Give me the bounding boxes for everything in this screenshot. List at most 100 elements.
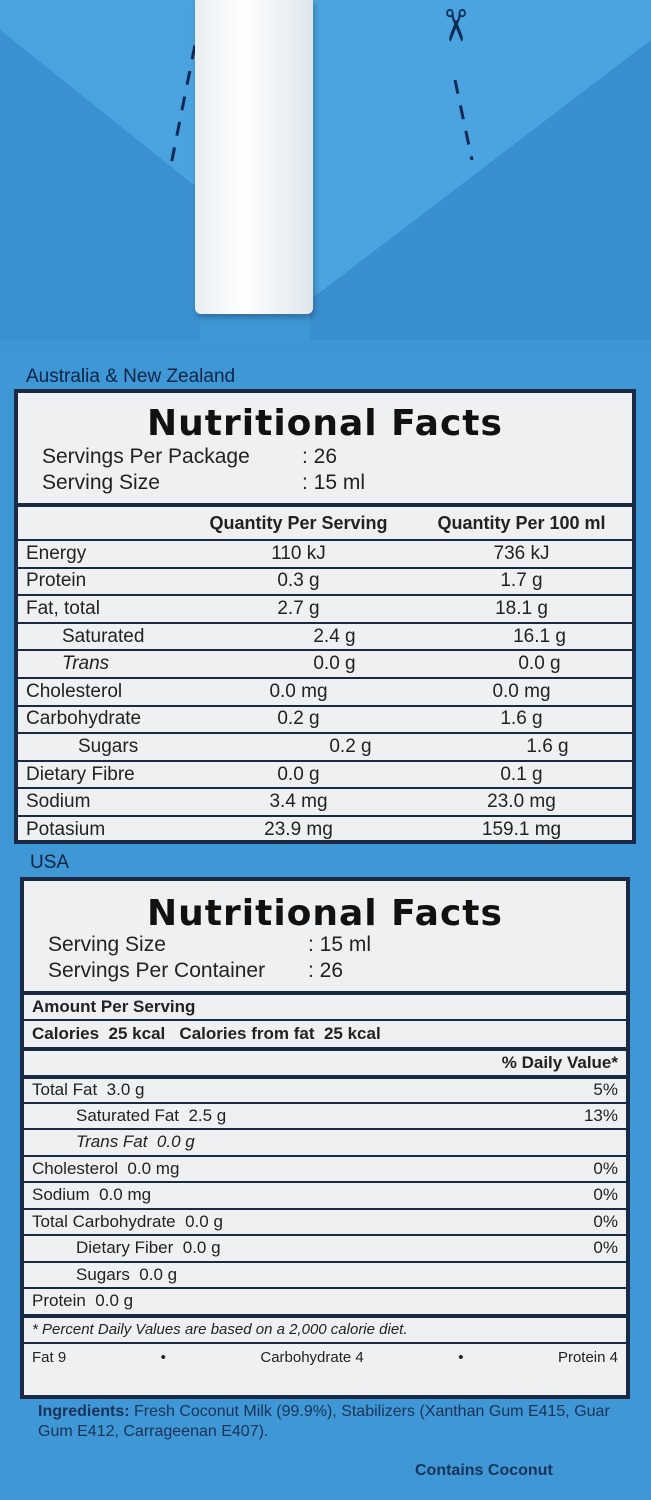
scissors-icon: ✂ [429,7,480,44]
usa-table-row: Total Carbohydrate 0.0 g 0% [24,1208,626,1235]
usa-cal-protein: Protein 4 [558,1349,618,1366]
anz-per-100ml-value: 1.6 g [411,708,632,730]
anz-nutrient-name: Potasium [18,819,186,841]
usa-footnote: * Percent Daily Values are based on a 2,… [32,1321,618,1338]
usa-dot-1: • [161,1349,166,1366]
usa-dv-header: % Daily Value* [418,1053,618,1073]
usa-dv-header-row: % Daily Value* [24,1047,626,1075]
usa-table-row: Dietary Fiber 0.0 g 0% [24,1234,626,1261]
carton-flaps [0,0,651,340]
anz-col-serving: Quantity Per Serving [186,513,411,534]
anz-table-row: Potasium 23.9 mg 159.1 mg [18,815,632,843]
anz-table-row: Dietary Fibre 0.0 g 0.1 g [18,760,632,788]
anz-per-100ml-value: 0.1 g [411,764,632,786]
usa-servings-row: Servings Per Container : 26 [48,959,626,983]
anz-per-100ml-value: 0.0 g [447,653,632,675]
anz-per-100ml-value: 23.0 mg [411,791,632,813]
anz-per-100ml-value: 0.0 mg [411,681,632,703]
usa-daily-value: 0% [538,1159,618,1179]
contains-allergen: Contains Coconut [415,1462,553,1480]
anz-nutrient-name: Fat, total [18,598,186,620]
anz-per-100ml-value: 16.1 g [447,626,632,648]
anz-per-serving-value: 0.0 g [222,653,447,675]
usa-daily-value: 0% [538,1238,618,1258]
usa-daily-value: 0% [538,1185,618,1205]
anz-per-serving-value: 0.0 g [186,764,411,786]
anz-table-row: Sugars 0.2 g 1.6 g [18,732,632,760]
usa-size-value: : 15 ml [308,933,371,957]
usa-title: Nutritional Facts [24,893,626,933]
usa-calories-row: Calories 25 kcal Calories from fat 25 kc… [24,1019,626,1047]
usa-servings-label: Servings Per Container [48,959,308,983]
anz-per-serving-value: 110 kJ [186,543,411,565]
anz-per-serving-value: 23.9 mg [186,819,411,841]
anz-size-value: : 15 ml [302,471,365,495]
anz-per-serving-value: 0.2 g [186,708,411,730]
usa-table-row: Cholesterol 0.0 mg 0% [24,1155,626,1182]
usa-nutrient-name: Protein 0.0 g [32,1291,538,1311]
ingredients-label: Ingredients: [38,1403,130,1420]
usa-dot-2: • [458,1349,463,1366]
usa-nutrient-name: Sugars 0.0 g [32,1265,538,1285]
usa-amount-row: Amount Per Serving [24,991,626,1019]
usa-daily-value: 13% [538,1106,618,1126]
region-label-usa: USA [30,852,69,874]
usa-cal-carb: Carbohydrate 4 [260,1349,363,1366]
anz-per-serving-value: 0.3 g [186,570,411,592]
usa-cal-fat: Fat 9 [32,1349,66,1366]
straw-spout [195,0,313,314]
anz-nutrition-panel: Nutritional Facts Servings Per Package :… [14,389,636,844]
anz-table-row: Saturated 2.4 g 16.1 g [18,622,632,650]
anz-nutrient-name: Saturated [18,626,222,648]
usa-daily-value: 0% [538,1212,618,1232]
usa-size-label: Serving Size [48,933,308,957]
anz-col-100: Quantity Per 100 ml [411,513,632,534]
anz-per-serving-value: 2.4 g [222,626,447,648]
usa-table-row: Saturated Fat 2.5 g 13% [24,1102,626,1129]
anz-nutrient-name: Sugars [18,736,238,758]
anz-servings-row: Servings Per Package : 26 [42,445,632,469]
anz-size-label: Serving Size [42,471,302,495]
anz-nutrient-name: Carbohydrate [18,708,186,730]
usa-nutrient-name: Sodium 0.0 mg [32,1185,538,1205]
anz-nutrient-name: Dietary Fibre [18,764,186,786]
anz-per-100ml-value: 736 kJ [411,543,632,565]
usa-nutrition-panel: Nutritional Facts Serving Size : 15 ml S… [20,877,630,1399]
anz-per-100ml-value: 1.6 g [463,736,632,758]
usa-nutrient-name: Trans Fat 0.0 g [32,1132,538,1152]
anz-table-row: Protein 0.3 g 1.7 g [18,567,632,595]
usa-amount-label: Amount Per Serving [32,997,618,1017]
anz-per-serving-value: 0.0 mg [186,681,411,703]
anz-header-row: Quantity Per Serving Quantity Per 100 ml [18,503,632,539]
anz-servings-value: : 26 [302,445,337,469]
usa-table-row: Protein 0.0 g [24,1287,626,1314]
usa-table-row: Trans Fat 0.0 g [24,1128,626,1155]
anz-table-row: Cholesterol 0.0 mg 0.0 mg [18,677,632,705]
anz-table-row: Fat, total 2.7 g 18.1 g [18,594,632,622]
usa-servings-value: : 26 [308,959,343,983]
anz-per-serving-value: 2.7 g [186,598,411,620]
usa-footnote-row: * Percent Daily Values are based on a 2,… [24,1314,626,1342]
anz-per-serving-value: 3.4 mg [186,791,411,813]
usa-nutrient-name: Saturated Fat 2.5 g [32,1106,538,1126]
anz-servings-label: Servings Per Package [42,445,302,469]
usa-calories-per-gram-row: Fat 9 • Carbohydrate 4 • Protein 4 [24,1342,626,1372]
anz-per-serving-value: 0.2 g [238,736,463,758]
anz-nutrient-name: Trans [18,653,222,675]
usa-size-row: Serving Size : 15 ml [48,933,626,957]
usa-table-row: Total Fat 3.0 g 5% [24,1075,626,1102]
region-label-anz: Australia & New Zealand [26,366,235,388]
anz-per-100ml-value: 18.1 g [411,598,632,620]
anz-nutrient-name: Protein [18,570,186,592]
usa-nutrient-name: Total Fat 3.0 g [32,1080,538,1100]
usa-calories: Calories 25 kcal Calories from fat 25 kc… [32,1024,618,1044]
anz-title: Nutritional Facts [18,403,632,443]
carton-top: ✂ [0,0,651,350]
ingredients: Ingredients: Fresh Coconut Milk (99.9%),… [38,1402,618,1442]
usa-table-row: Sugars 0.0 g [24,1261,626,1288]
anz-nutrient-name: Cholesterol [18,681,186,703]
anz-table-row: Trans 0.0 g 0.0 g [18,649,632,677]
anz-table-row: Carbohydrate 0.2 g 1.6 g [18,705,632,733]
anz-nutrient-name: Sodium [18,791,186,813]
usa-nutrient-name: Dietary Fiber 0.0 g [32,1238,538,1258]
